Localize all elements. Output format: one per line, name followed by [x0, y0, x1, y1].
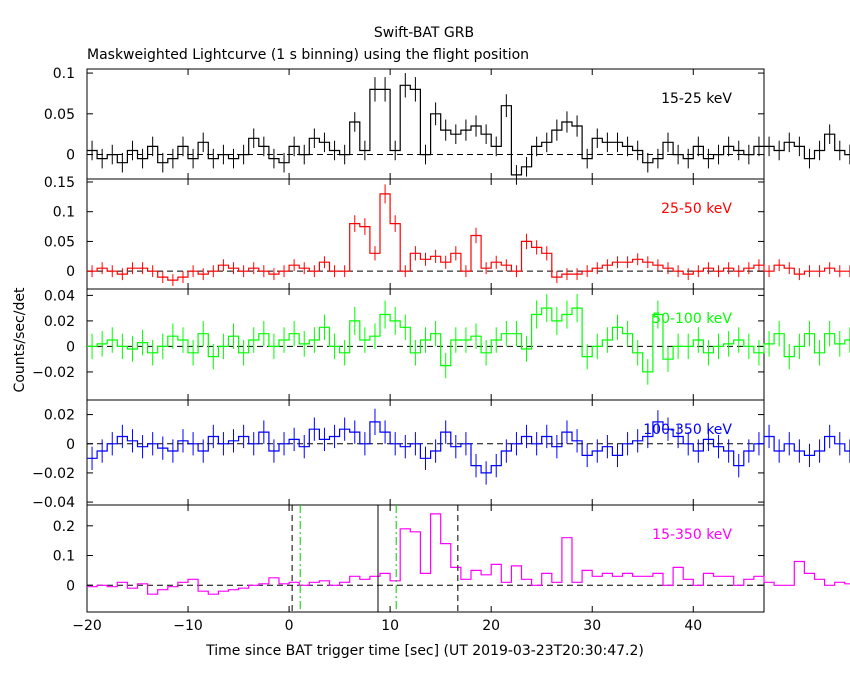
x-tick-label: 0	[285, 618, 294, 634]
y-axis-label: Counts/sec/det	[12, 287, 28, 392]
panel-frame	[86, 504, 765, 613]
x-axis-label: Time since BAT trigger time [sec] (UT 20…	[205, 643, 644, 659]
y-tick-label: 0.2	[53, 519, 75, 535]
y-tick-label: 0.1	[53, 205, 75, 221]
panel-0: 0.1 0.05 0 15-25 keV	[44, 66, 850, 185]
y-tick-label: 0.1	[53, 549, 75, 565]
x-tick-label: 30	[583, 618, 601, 634]
y-tick-label: 0.02	[44, 314, 75, 330]
y-tick-label: 0	[66, 148, 75, 164]
panel-4: 0.2 0.1 0 −20 −10 0 10 20 30 40 15-350 keV	[53, 504, 850, 634]
y-tick-label: 0.05	[44, 107, 75, 123]
band-label: 25-50 keV	[661, 201, 732, 217]
x-tick-label: 10	[381, 618, 399, 634]
series-step-line	[87, 193, 850, 281]
y-tick-label: 0	[66, 339, 75, 355]
x-tick-label: −10	[173, 618, 203, 634]
band-label: 50-100 keV	[652, 311, 732, 327]
y-tick-label: 0.05	[44, 234, 75, 250]
band-label: 15-350 keV	[652, 527, 732, 543]
y-tick-label: 0	[66, 437, 75, 453]
y-tick-label: −0.02	[32, 466, 75, 482]
panel-3: 0.02 0 −0.02 −0.04 100-350 keV	[32, 399, 850, 511]
band-label: 15-25 keV	[661, 91, 732, 107]
series-step-line	[87, 307, 850, 373]
series-step-line	[87, 421, 850, 474]
x-tick-label: 40	[684, 618, 702, 634]
panel-1: 0.15 0.1 0.05 0 25-50 keV	[44, 175, 850, 290]
y-tick-label: −0.02	[32, 365, 75, 381]
y-tick-label: −0.04	[32, 495, 75, 511]
y-tick-label: 0	[66, 264, 75, 280]
y-tick-label: 0.02	[44, 408, 75, 424]
y-tick-label: 0.04	[44, 288, 75, 304]
x-tick-label: 20	[482, 618, 500, 634]
panel-2: 0.04 0.02 0 −0.02 50-100 keV	[32, 288, 850, 401]
band-label: 100-350 keV	[643, 422, 732, 438]
series-step-line	[87, 513, 850, 595]
x-tick-label: −20	[72, 618, 102, 634]
y-tick-label: 0.15	[44, 175, 75, 191]
y-tick-label: 0	[66, 578, 75, 594]
series-step-line	[87, 84, 850, 176]
chart-title: Swift-BAT GRB	[374, 25, 474, 41]
y-tick-label: 0.1	[53, 66, 75, 82]
chart-subtitle: Maskweighted Lightcurve (1 s binning) us…	[87, 47, 529, 63]
